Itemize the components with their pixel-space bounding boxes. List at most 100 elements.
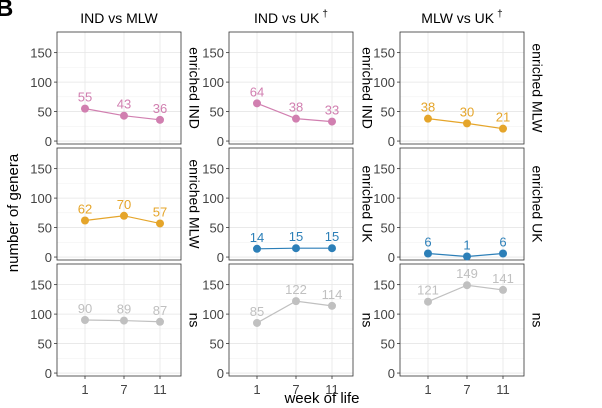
data-label: 85: [250, 304, 264, 319]
data-point: [499, 286, 507, 294]
data-point: [499, 125, 507, 133]
strip-label: enriched MLW: [530, 43, 546, 133]
y-tick-label: 150: [30, 162, 52, 177]
y-tick-label: 50: [381, 337, 395, 352]
y-tick-label: 50: [210, 221, 224, 236]
x-tick-label: 1: [81, 382, 88, 397]
data-point: [292, 115, 300, 123]
y-tick-label: 0: [45, 134, 52, 149]
y-tick-label: 150: [373, 278, 395, 293]
y-tick-label: 50: [381, 221, 395, 236]
data-label: 89: [117, 302, 131, 317]
panel-letter: B: [0, 0, 13, 22]
column-title: MLW vs UK †: [421, 9, 502, 26]
y-tick-label: 50: [210, 337, 224, 352]
data-point: [81, 217, 89, 225]
x-tick-label: 7: [463, 382, 470, 397]
y-tick-label: 0: [45, 366, 52, 381]
x-tick-label: 1: [424, 382, 431, 397]
y-tick-label: 50: [38, 221, 52, 236]
data-point: [156, 116, 164, 124]
data-point: [253, 245, 261, 253]
x-tick-label: 11: [496, 382, 510, 397]
data-label: 90: [78, 301, 92, 316]
data-point: [156, 318, 164, 326]
y-tick-label: 0: [388, 250, 395, 265]
data-point: [81, 105, 89, 113]
data-point: [253, 319, 261, 327]
y-tick-label: 0: [217, 250, 224, 265]
strip-label: enriched MLW: [187, 159, 203, 249]
y-tick-label: 150: [30, 46, 52, 61]
y-tick-label: 100: [202, 307, 224, 322]
data-label: 6: [499, 235, 506, 250]
y-tick-label: 100: [373, 307, 395, 322]
panel-border: [229, 32, 353, 144]
x-tick-label: 11: [325, 382, 339, 397]
data-point: [292, 244, 300, 252]
data-label: 36: [153, 101, 167, 116]
y-tick-label: 50: [38, 337, 52, 352]
data-point: [424, 250, 432, 258]
data-point: [463, 119, 471, 127]
panel-border: [229, 264, 353, 376]
y-tick-label: 50: [210, 105, 224, 120]
data-point: [424, 115, 432, 123]
x-tick-label: 7: [120, 382, 127, 397]
data-point: [499, 250, 507, 258]
y-tick-label: 150: [202, 46, 224, 61]
x-tick-label: 7: [292, 382, 299, 397]
data-label: 21: [496, 110, 510, 125]
data-point: [156, 219, 164, 227]
y-tick-label: 150: [30, 278, 52, 293]
y-tick-label: 150: [373, 162, 395, 177]
data-label: 55: [78, 90, 92, 105]
data-label: 15: [289, 229, 303, 244]
column-title: IND vs MLW: [80, 10, 158, 26]
x-tick-label: 11: [153, 382, 167, 397]
y-tick-label: 150: [373, 46, 395, 61]
y-tick-label: 0: [217, 134, 224, 149]
data-label: 62: [78, 202, 92, 217]
data-label: 14: [250, 230, 264, 245]
data-label: 121: [417, 283, 439, 298]
data-label: 30: [460, 104, 474, 119]
strip-label: enriched UK: [530, 165, 546, 243]
y-tick-label: 0: [217, 366, 224, 381]
strip-label: enriched IND: [187, 47, 203, 129]
data-label: 87: [153, 303, 167, 318]
data-label: 1: [463, 237, 470, 252]
strip-label: ns: [187, 313, 203, 328]
data-label: 38: [421, 100, 435, 115]
strip-label: ns: [530, 313, 546, 328]
data-point: [463, 252, 471, 260]
data-label: 33: [325, 103, 339, 118]
data-point: [328, 118, 336, 126]
x-tick-label: 1: [253, 382, 260, 397]
panel-border: [57, 32, 181, 144]
data-point: [328, 244, 336, 252]
data-label: 57: [153, 204, 167, 219]
data-point: [253, 99, 261, 107]
data-point: [120, 212, 128, 220]
y-tick-label: 0: [45, 250, 52, 265]
data-point: [120, 317, 128, 325]
data-label: 43: [117, 97, 131, 112]
data-label: 15: [325, 229, 339, 244]
data-label: 38: [289, 100, 303, 115]
y-tick-label: 50: [381, 105, 395, 120]
y-tick-label: 100: [373, 191, 395, 206]
data-point: [328, 302, 336, 310]
data-label: 122: [285, 282, 307, 297]
data-point: [463, 281, 471, 289]
y-tick-label: 100: [373, 75, 395, 90]
y-tick-label: 100: [30, 75, 52, 90]
data-label: 70: [117, 197, 131, 212]
y-tick-label: 0: [388, 366, 395, 381]
data-point: [120, 112, 128, 120]
data-point: [81, 316, 89, 324]
y-tick-label: 100: [30, 191, 52, 206]
y-tick-label: 50: [38, 105, 52, 120]
